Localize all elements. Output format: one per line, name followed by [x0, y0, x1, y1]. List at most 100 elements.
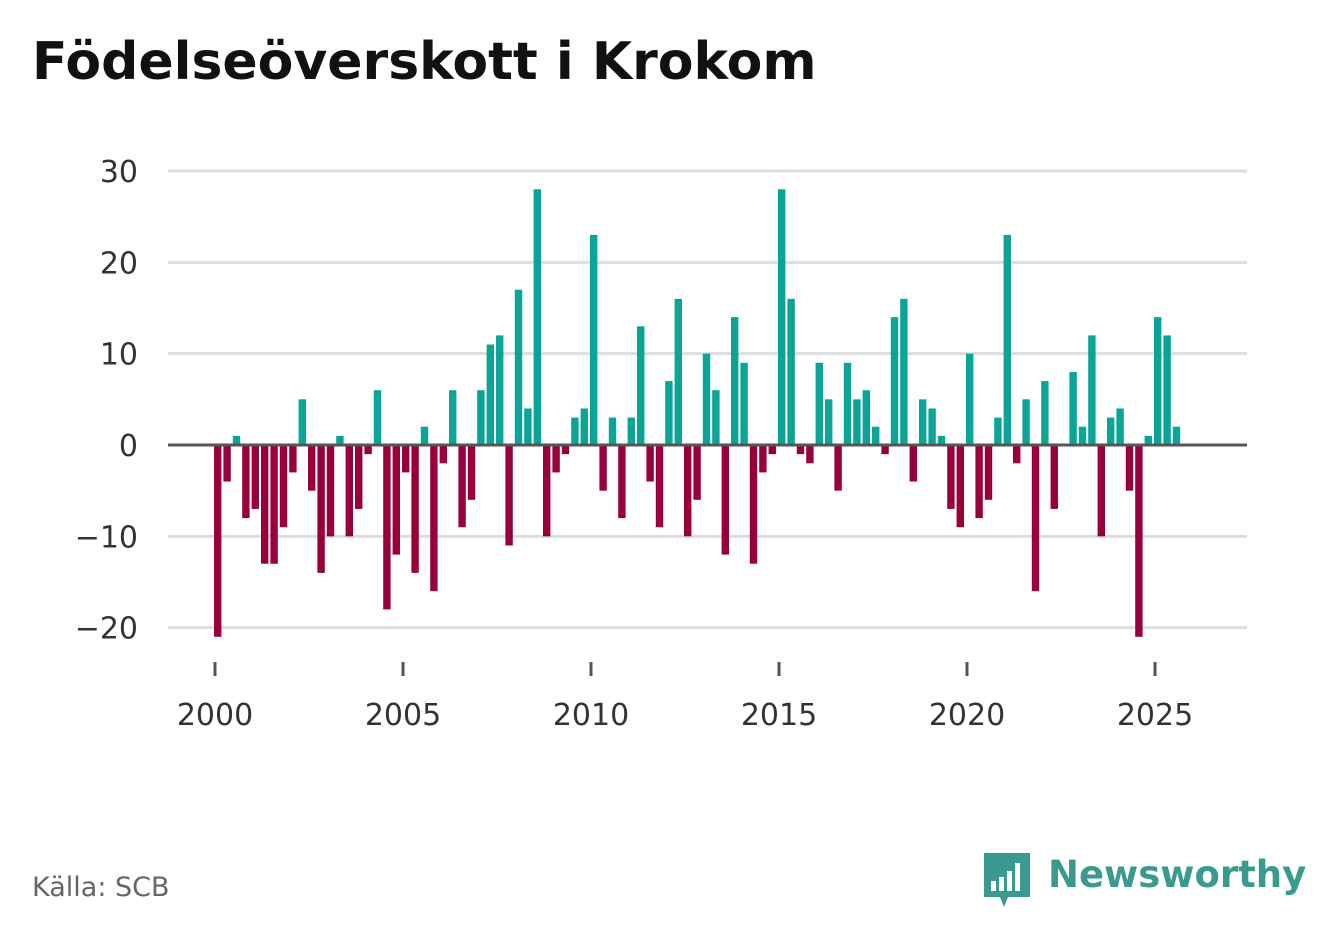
bar	[439, 445, 447, 464]
bar	[486, 344, 494, 445]
bar	[637, 326, 645, 445]
bar	[721, 445, 729, 555]
bar	[768, 445, 776, 455]
y-axis: 30 20 10 0 −10 −20	[75, 155, 138, 647]
bar	[505, 445, 513, 546]
bar	[1003, 234, 1011, 445]
bar	[242, 445, 250, 519]
bar	[984, 445, 993, 500]
bar	[890, 317, 899, 445]
bar	[402, 445, 410, 473]
bar	[1107, 417, 1115, 445]
bar	[674, 298, 682, 445]
bar	[420, 426, 429, 445]
bar	[599, 445, 607, 491]
bar	[665, 381, 673, 445]
bar	[900, 298, 908, 445]
bar	[364, 445, 372, 455]
chart-title: Födelseöverskott i Krokom	[32, 32, 817, 92]
bar	[345, 445, 353, 537]
bar	[975, 445, 983, 519]
bars	[214, 189, 1181, 637]
bar	[843, 362, 852, 445]
bar	[373, 390, 382, 445]
bar	[1013, 445, 1021, 464]
bar	[815, 362, 823, 445]
bar	[853, 399, 861, 445]
bar	[289, 445, 297, 473]
bar	[618, 445, 626, 519]
bar	[646, 445, 654, 482]
bar	[1050, 445, 1058, 509]
bar	[806, 445, 814, 464]
source-note: Källa: SCB	[32, 872, 170, 903]
bar	[749, 445, 758, 564]
x-tick-label: 2005	[365, 698, 441, 733]
bar	[1116, 408, 1124, 445]
bar-chart-bubble-icon	[984, 853, 1030, 907]
bar	[1041, 381, 1049, 445]
bar	[994, 417, 1002, 445]
bar	[467, 445, 476, 500]
bar	[684, 445, 692, 537]
bar	[872, 426, 880, 445]
bar	[627, 417, 635, 445]
bar	[1078, 426, 1087, 445]
bar	[1069, 371, 1077, 445]
bar	[956, 445, 964, 528]
bar	[693, 445, 701, 500]
gridlines	[168, 169, 1247, 630]
bar	[561, 445, 570, 455]
bar	[759, 445, 767, 473]
bar	[214, 445, 222, 637]
bar	[580, 408, 588, 445]
x-tick-label: 2015	[741, 698, 817, 733]
bar	[796, 445, 805, 455]
y-tick-label: 0	[119, 429, 138, 464]
bar	[909, 445, 917, 482]
bar	[834, 445, 842, 491]
bar	[524, 408, 532, 445]
bar	[552, 445, 560, 473]
bar	[270, 445, 278, 564]
y-tick-label: −10	[75, 520, 138, 555]
bar	[514, 289, 523, 445]
bar	[392, 445, 400, 555]
bar	[778, 189, 786, 445]
bar	[1125, 445, 1134, 491]
newsworthy-logo: Newsworthy	[982, 850, 1306, 910]
bar	[928, 408, 936, 445]
bar	[655, 445, 664, 528]
x-tick-label: 2010	[553, 698, 629, 733]
bar	[261, 445, 269, 564]
bar	[232, 435, 241, 445]
bar	[543, 445, 551, 537]
bar	[533, 189, 541, 445]
bar	[966, 353, 974, 445]
y-tick-label: 10	[100, 338, 138, 373]
bar	[251, 445, 259, 509]
bar	[477, 390, 485, 445]
y-tick-label: −20	[75, 612, 138, 647]
bar	[411, 445, 419, 573]
bar	[571, 417, 579, 445]
y-tick-label: 20	[100, 246, 138, 281]
bar	[947, 445, 955, 509]
bar	[825, 399, 833, 445]
bar	[458, 445, 466, 528]
bar	[862, 390, 870, 445]
bar	[590, 234, 598, 445]
x-axis: 2000 2005 2010 2015 2020 2025	[177, 662, 1193, 733]
x-tick-label: 2020	[929, 698, 1005, 733]
bar	[1172, 426, 1181, 445]
bar	[298, 399, 306, 445]
bar	[608, 417, 617, 445]
bar	[223, 445, 231, 482]
bar	[1154, 317, 1162, 445]
bar	[383, 445, 391, 610]
bar	[1135, 445, 1143, 637]
bar	[1088, 335, 1096, 445]
bar	[1022, 399, 1030, 445]
bar	[1097, 445, 1105, 537]
